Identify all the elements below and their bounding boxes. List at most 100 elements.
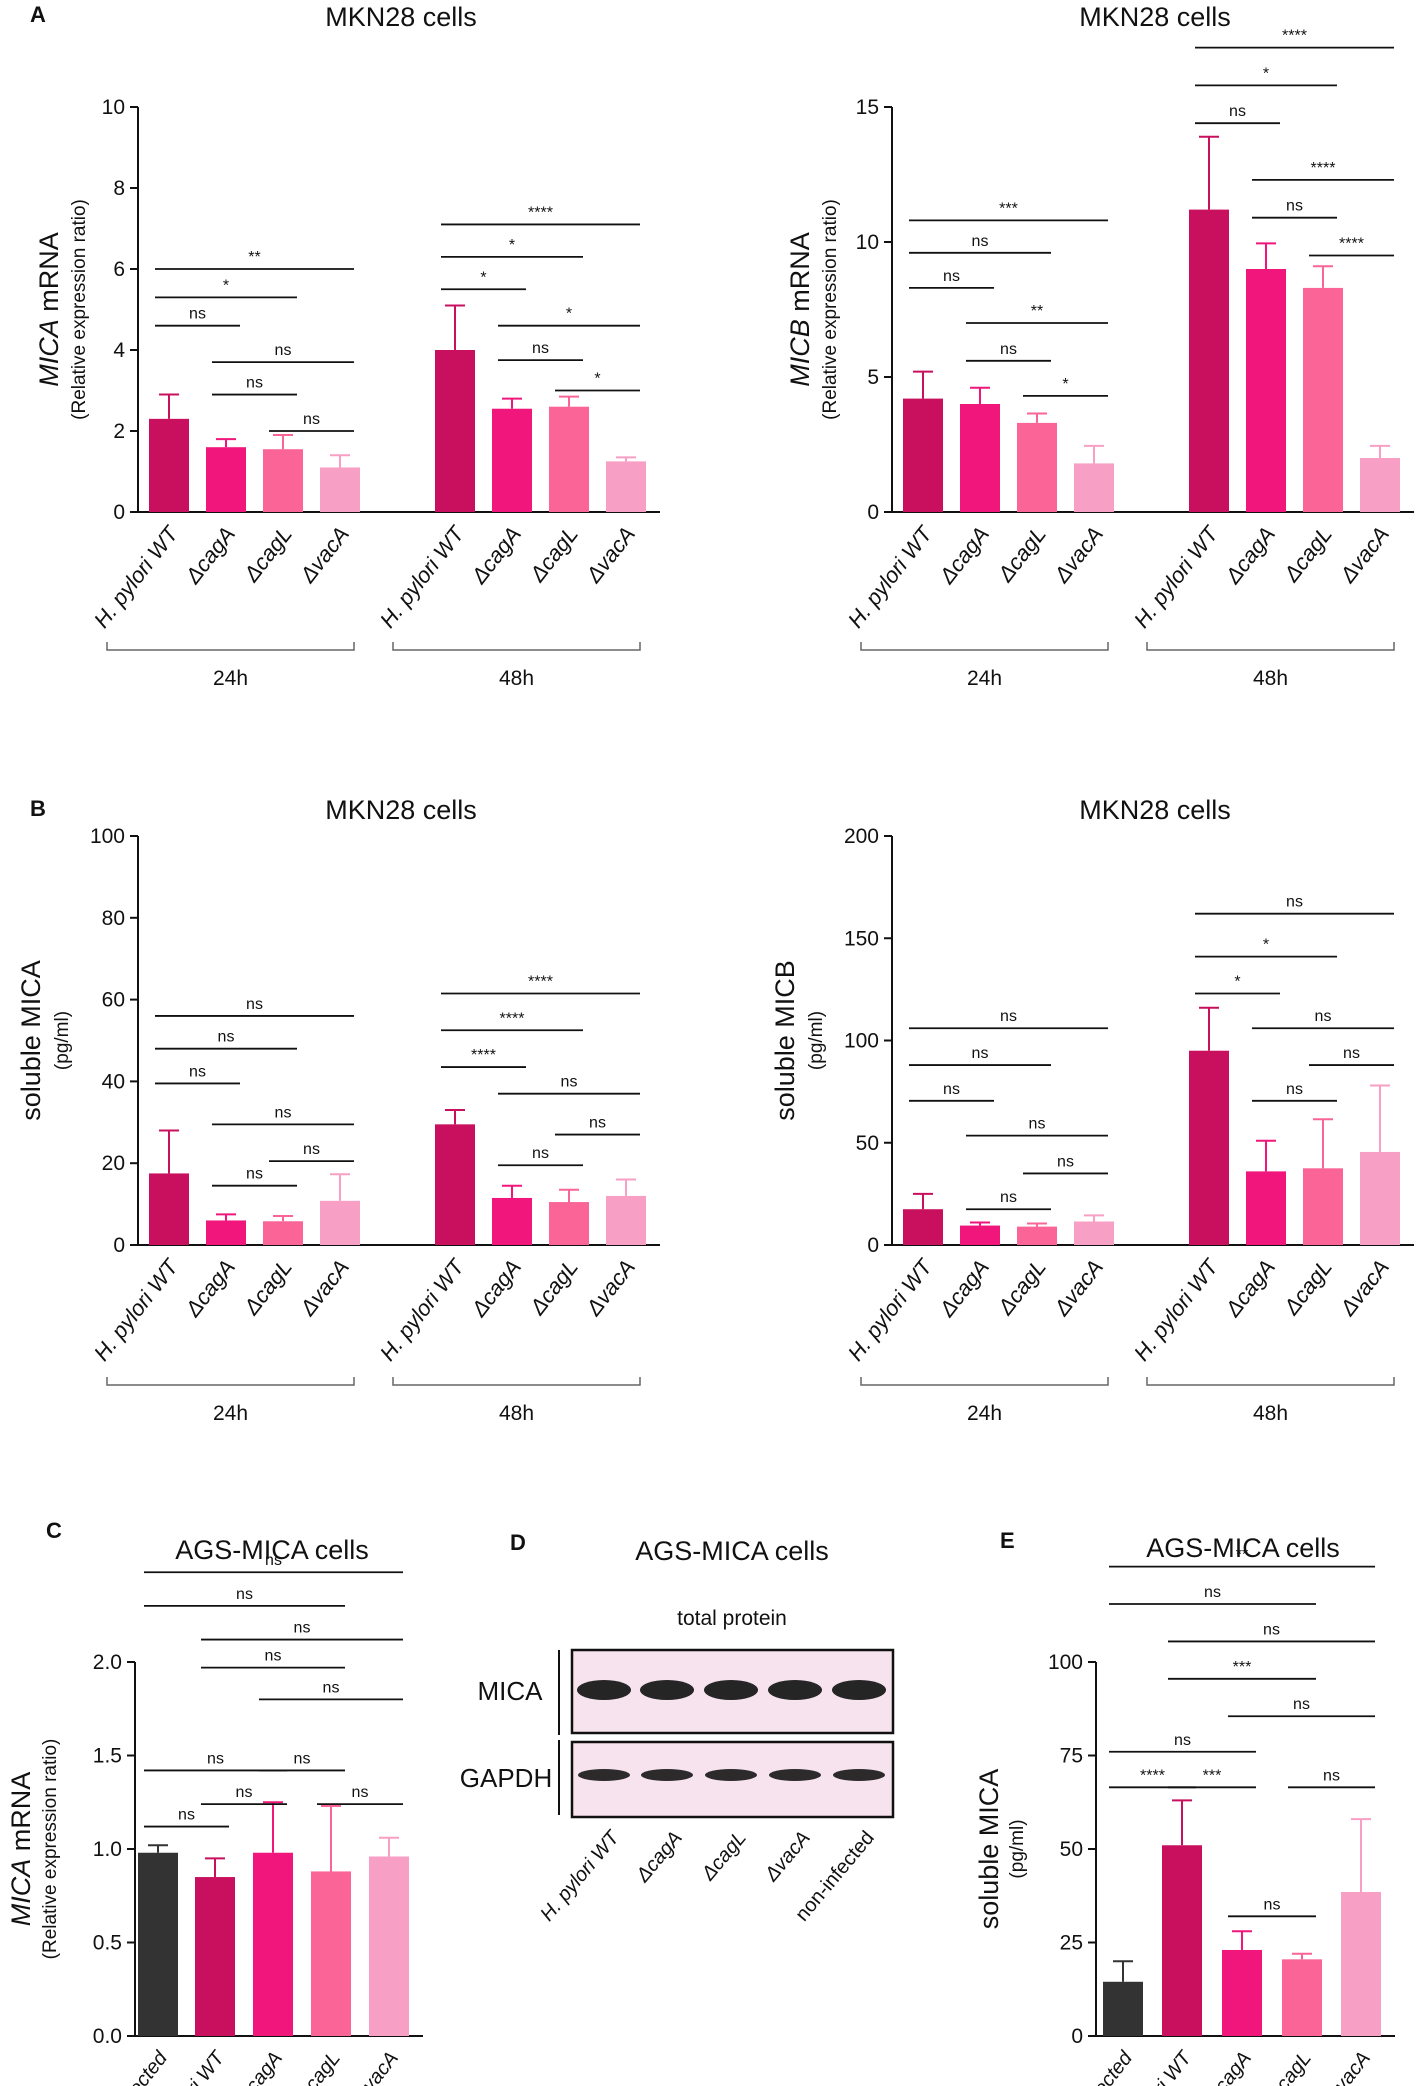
significance-label: ns bbox=[236, 1586, 253, 1603]
x-tick-label: ΔcagA bbox=[934, 1255, 994, 1322]
y-tick-label: 0 bbox=[1071, 2025, 1083, 2048]
bar-vaca bbox=[1360, 458, 1400, 512]
significance-label: ns bbox=[236, 1784, 253, 1801]
bar-h-pylori-wt bbox=[435, 1124, 475, 1245]
significance-label: *** bbox=[1233, 1659, 1252, 1676]
x-tick-label: ΔcagA bbox=[466, 522, 526, 589]
band-mica bbox=[577, 1680, 631, 1700]
significance-label: ns bbox=[265, 1552, 282, 1569]
significance-label: ns bbox=[189, 1063, 206, 1080]
bar-caga bbox=[492, 1197, 532, 1245]
y-tick-label: 2 bbox=[113, 420, 125, 443]
y-tick-label: 100 bbox=[90, 825, 125, 848]
y-axis-label: MICB mRNA bbox=[785, 232, 815, 387]
bar-caga bbox=[1246, 1171, 1286, 1245]
bar-vaca bbox=[606, 1195, 646, 1245]
significance-label: * bbox=[1263, 65, 1269, 82]
time-group-bracket bbox=[392, 1377, 641, 1386]
bar-caga bbox=[492, 408, 532, 512]
y-tick-label: 10 bbox=[102, 96, 125, 119]
significance-label: * bbox=[1062, 376, 1068, 393]
x-tick-label: ΔvacA bbox=[1334, 522, 1394, 588]
significance-label: ns bbox=[1057, 1153, 1074, 1170]
x-tick-label: ΔcagA bbox=[466, 1255, 526, 1322]
bar-cagl bbox=[263, 1221, 303, 1245]
band-mica bbox=[640, 1680, 694, 1700]
significance-label: **** bbox=[471, 1047, 496, 1064]
time-group-label: 48h bbox=[1253, 1402, 1288, 1425]
x-tick-label: ΔcagL bbox=[238, 1255, 297, 1320]
y-tick-label: 50 bbox=[856, 1132, 879, 1155]
bar-cagl bbox=[311, 1871, 351, 2036]
x-tick-label: ΔcagA bbox=[180, 1255, 240, 1322]
y-tick-label: 0.0 bbox=[93, 2025, 122, 2048]
x-tick-label: ΔcagL bbox=[1278, 522, 1337, 587]
band-gapdh bbox=[705, 1769, 757, 1781]
chart-title: MKN28 cells bbox=[325, 795, 477, 825]
significance-label: ns bbox=[1174, 1732, 1191, 1749]
significance-label: **** bbox=[528, 204, 553, 221]
x-tick-label: H. pylori WT bbox=[89, 520, 184, 632]
x-tick-label: ΔvacA bbox=[580, 1255, 640, 1321]
y-tick-label: 60 bbox=[102, 989, 125, 1012]
significance-label: ns bbox=[1229, 103, 1246, 120]
significance-label: ns bbox=[323, 1679, 340, 1696]
x-tick-label: H. pylori WT bbox=[375, 1253, 470, 1365]
bar-vaca bbox=[369, 1856, 409, 2036]
bar-caga bbox=[1246, 269, 1286, 512]
x-tick-label: ΔcagA bbox=[233, 2048, 287, 2086]
chart-title: AGS-MICA cells bbox=[1146, 1533, 1340, 1563]
significance-label: ns bbox=[1315, 1008, 1332, 1025]
bar-cagl bbox=[1282, 1959, 1322, 2036]
significance-label: **** bbox=[528, 973, 553, 990]
y-axis-sublabel: (pg/ml) bbox=[1007, 1819, 1028, 1878]
blot-title: AGS-MICA cells bbox=[635, 1536, 829, 1566]
bar-cagl bbox=[263, 449, 303, 512]
x-tick-label: ΔcagL bbox=[524, 522, 583, 587]
bar-h-pylori-wt bbox=[1189, 1050, 1229, 1245]
significance-label: ns bbox=[352, 1784, 369, 1801]
bar-vaca bbox=[606, 461, 646, 512]
significance-label: ns bbox=[532, 340, 549, 357]
x-tick-label: H. pylori WT bbox=[89, 1253, 184, 1365]
significance-label: ns bbox=[246, 996, 263, 1013]
significance-label: ns bbox=[294, 1620, 311, 1637]
significance-label: ns bbox=[1286, 198, 1303, 215]
x-tick-label: H. pylori WT bbox=[375, 520, 470, 632]
significance-label: * bbox=[1263, 937, 1269, 954]
x-tick-label: ΔcagA bbox=[180, 522, 240, 589]
significance-label: ns bbox=[943, 268, 960, 285]
band-mica bbox=[832, 1680, 886, 1700]
bar-non-infected bbox=[1103, 1981, 1143, 2036]
x-tick-label: non-infected bbox=[87, 2047, 173, 2086]
bar-cagl bbox=[1017, 422, 1057, 512]
significance-label: ns bbox=[275, 1104, 292, 1121]
x-tick-label: ΔcagA bbox=[1220, 522, 1280, 589]
significance-label: ns bbox=[294, 1750, 311, 1767]
significance-label: * bbox=[480, 269, 486, 286]
y-tick-label: 100 bbox=[844, 1030, 879, 1053]
western-blot-panel: AGS-MICA cells total protein MICA GAPDH … bbox=[460, 1536, 895, 1926]
y-axis-label-main: soluble MICA bbox=[974, 1769, 1004, 1930]
significance-label: ns bbox=[1264, 1896, 1281, 1913]
time-group-label: 24h bbox=[213, 667, 248, 690]
x-tick-label: non-infected bbox=[1052, 2047, 1138, 2086]
y-axis-label: soluble MICA bbox=[16, 960, 46, 1121]
y-tick-label: 100 bbox=[1048, 1651, 1083, 1674]
bar-h-pylori-wt bbox=[903, 1209, 943, 1245]
time-group-label: 48h bbox=[1253, 667, 1288, 690]
bar-caga bbox=[960, 404, 1000, 512]
x-tick-label: ΔcagL bbox=[1278, 1255, 1337, 1320]
x-tick-label: ΔcagL bbox=[1263, 2048, 1316, 2086]
significance-label: ** bbox=[248, 249, 260, 266]
y-axis-label-suffix: mRNA bbox=[34, 232, 64, 319]
y-axis-label: soluble MICA bbox=[974, 1769, 1004, 1930]
time-group-bracket bbox=[1146, 1377, 1395, 1386]
y-tick-label: 8 bbox=[113, 177, 125, 200]
x-tick-label: H. pylori WT bbox=[843, 1253, 938, 1365]
x-tick-label: ΔcagL bbox=[292, 2048, 345, 2086]
y-axis-label-main: MICB bbox=[785, 319, 815, 387]
y-axis-sublabel: (pg/ml) bbox=[52, 1011, 73, 1070]
time-group-bracket bbox=[392, 642, 641, 651]
y-tick-label: 0 bbox=[867, 501, 879, 524]
